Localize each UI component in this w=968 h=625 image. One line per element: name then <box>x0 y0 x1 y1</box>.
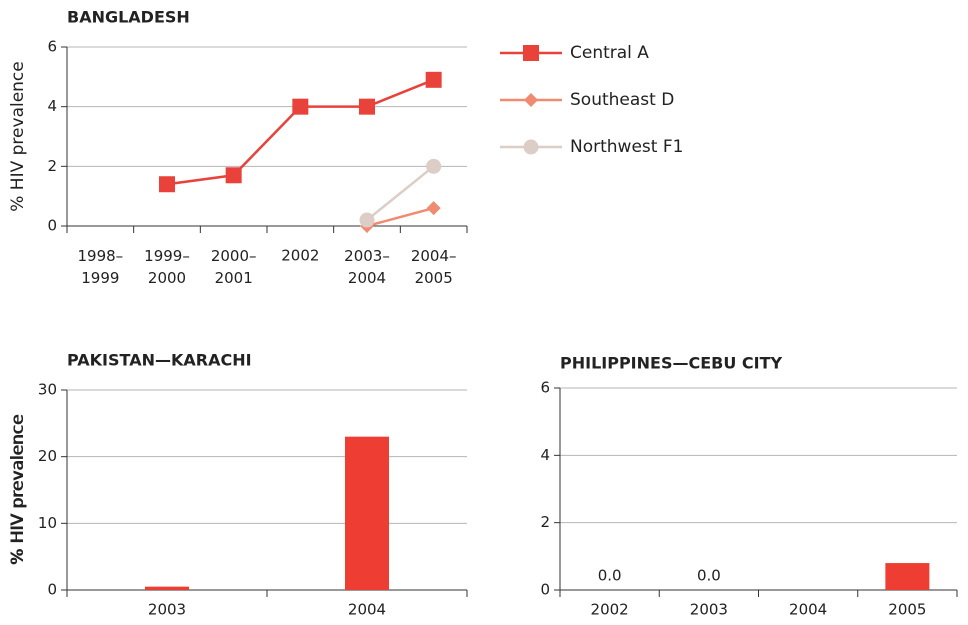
y-tick-label: 2 <box>47 157 57 175</box>
value-label: 0.0 <box>598 567 622 585</box>
bar <box>885 563 930 590</box>
y-tick-label: 20 <box>38 447 57 465</box>
marker <box>359 98 375 115</box>
legend-label: Southeast D <box>570 90 674 110</box>
x-tick-label: 2003 <box>148 601 186 619</box>
marker <box>523 139 539 155</box>
x-tick-label: 2004– 2005 <box>411 247 457 287</box>
marker <box>292 98 309 115</box>
y-tick-label: 6 <box>47 38 57 56</box>
y-tick-label: 2 <box>540 513 550 531</box>
marker <box>524 93 538 107</box>
y-tick-label: 0 <box>540 581 550 599</box>
y-tick-label: 0 <box>47 581 57 599</box>
x-tick-label: 2003 <box>690 601 728 619</box>
bar <box>145 586 189 590</box>
series-line <box>366 206 434 228</box>
y-tick-label: 4 <box>47 97 57 115</box>
x-tick-label: 2004 <box>348 601 386 619</box>
y-tick-label: 10 <box>38 514 57 532</box>
x-tick-label: 2005 <box>888 601 926 619</box>
x-tick-label: 2004 <box>789 601 827 619</box>
chart-title: BANGLADESH <box>67 8 190 27</box>
y-tick-label: 6 <box>540 379 550 397</box>
x-tick-label: 2000– 2001 <box>211 247 257 287</box>
marker <box>426 158 442 174</box>
x-tick-label: 2002 <box>281 247 319 265</box>
marker <box>426 201 441 216</box>
legend-label: Central A <box>570 43 649 63</box>
y-axis-label: % HIV prevalence <box>8 61 28 212</box>
x-tick-label: 1999– 2000 <box>144 247 190 287</box>
y-axis-label: % HIV prevalence <box>8 415 28 566</box>
series-line <box>366 165 435 222</box>
x-tick-label: 1998– 1999 <box>77 247 123 287</box>
marker <box>159 176 175 193</box>
legend-label: Northwest F1 <box>570 137 683 157</box>
y-tick-label: 30 <box>38 381 57 399</box>
marker <box>523 45 539 61</box>
marker <box>225 167 242 184</box>
x-tick-label: 2002 <box>591 601 629 619</box>
marker <box>425 71 442 88</box>
y-tick-label: 4 <box>540 446 550 464</box>
bar <box>345 436 389 590</box>
x-tick-label: 2003– 2004 <box>344 247 390 287</box>
series-line <box>166 78 435 186</box>
chart-title: PHILIPPINES—CEBU CITY <box>560 354 783 373</box>
chart-title: PAKISTAN—KARACHI <box>67 351 252 370</box>
value-label: 0.0 <box>697 567 721 585</box>
y-tick-label: 0 <box>47 217 57 235</box>
marker <box>359 212 375 228</box>
y-axis-label: % HIV prevalence <box>8 414 28 565</box>
